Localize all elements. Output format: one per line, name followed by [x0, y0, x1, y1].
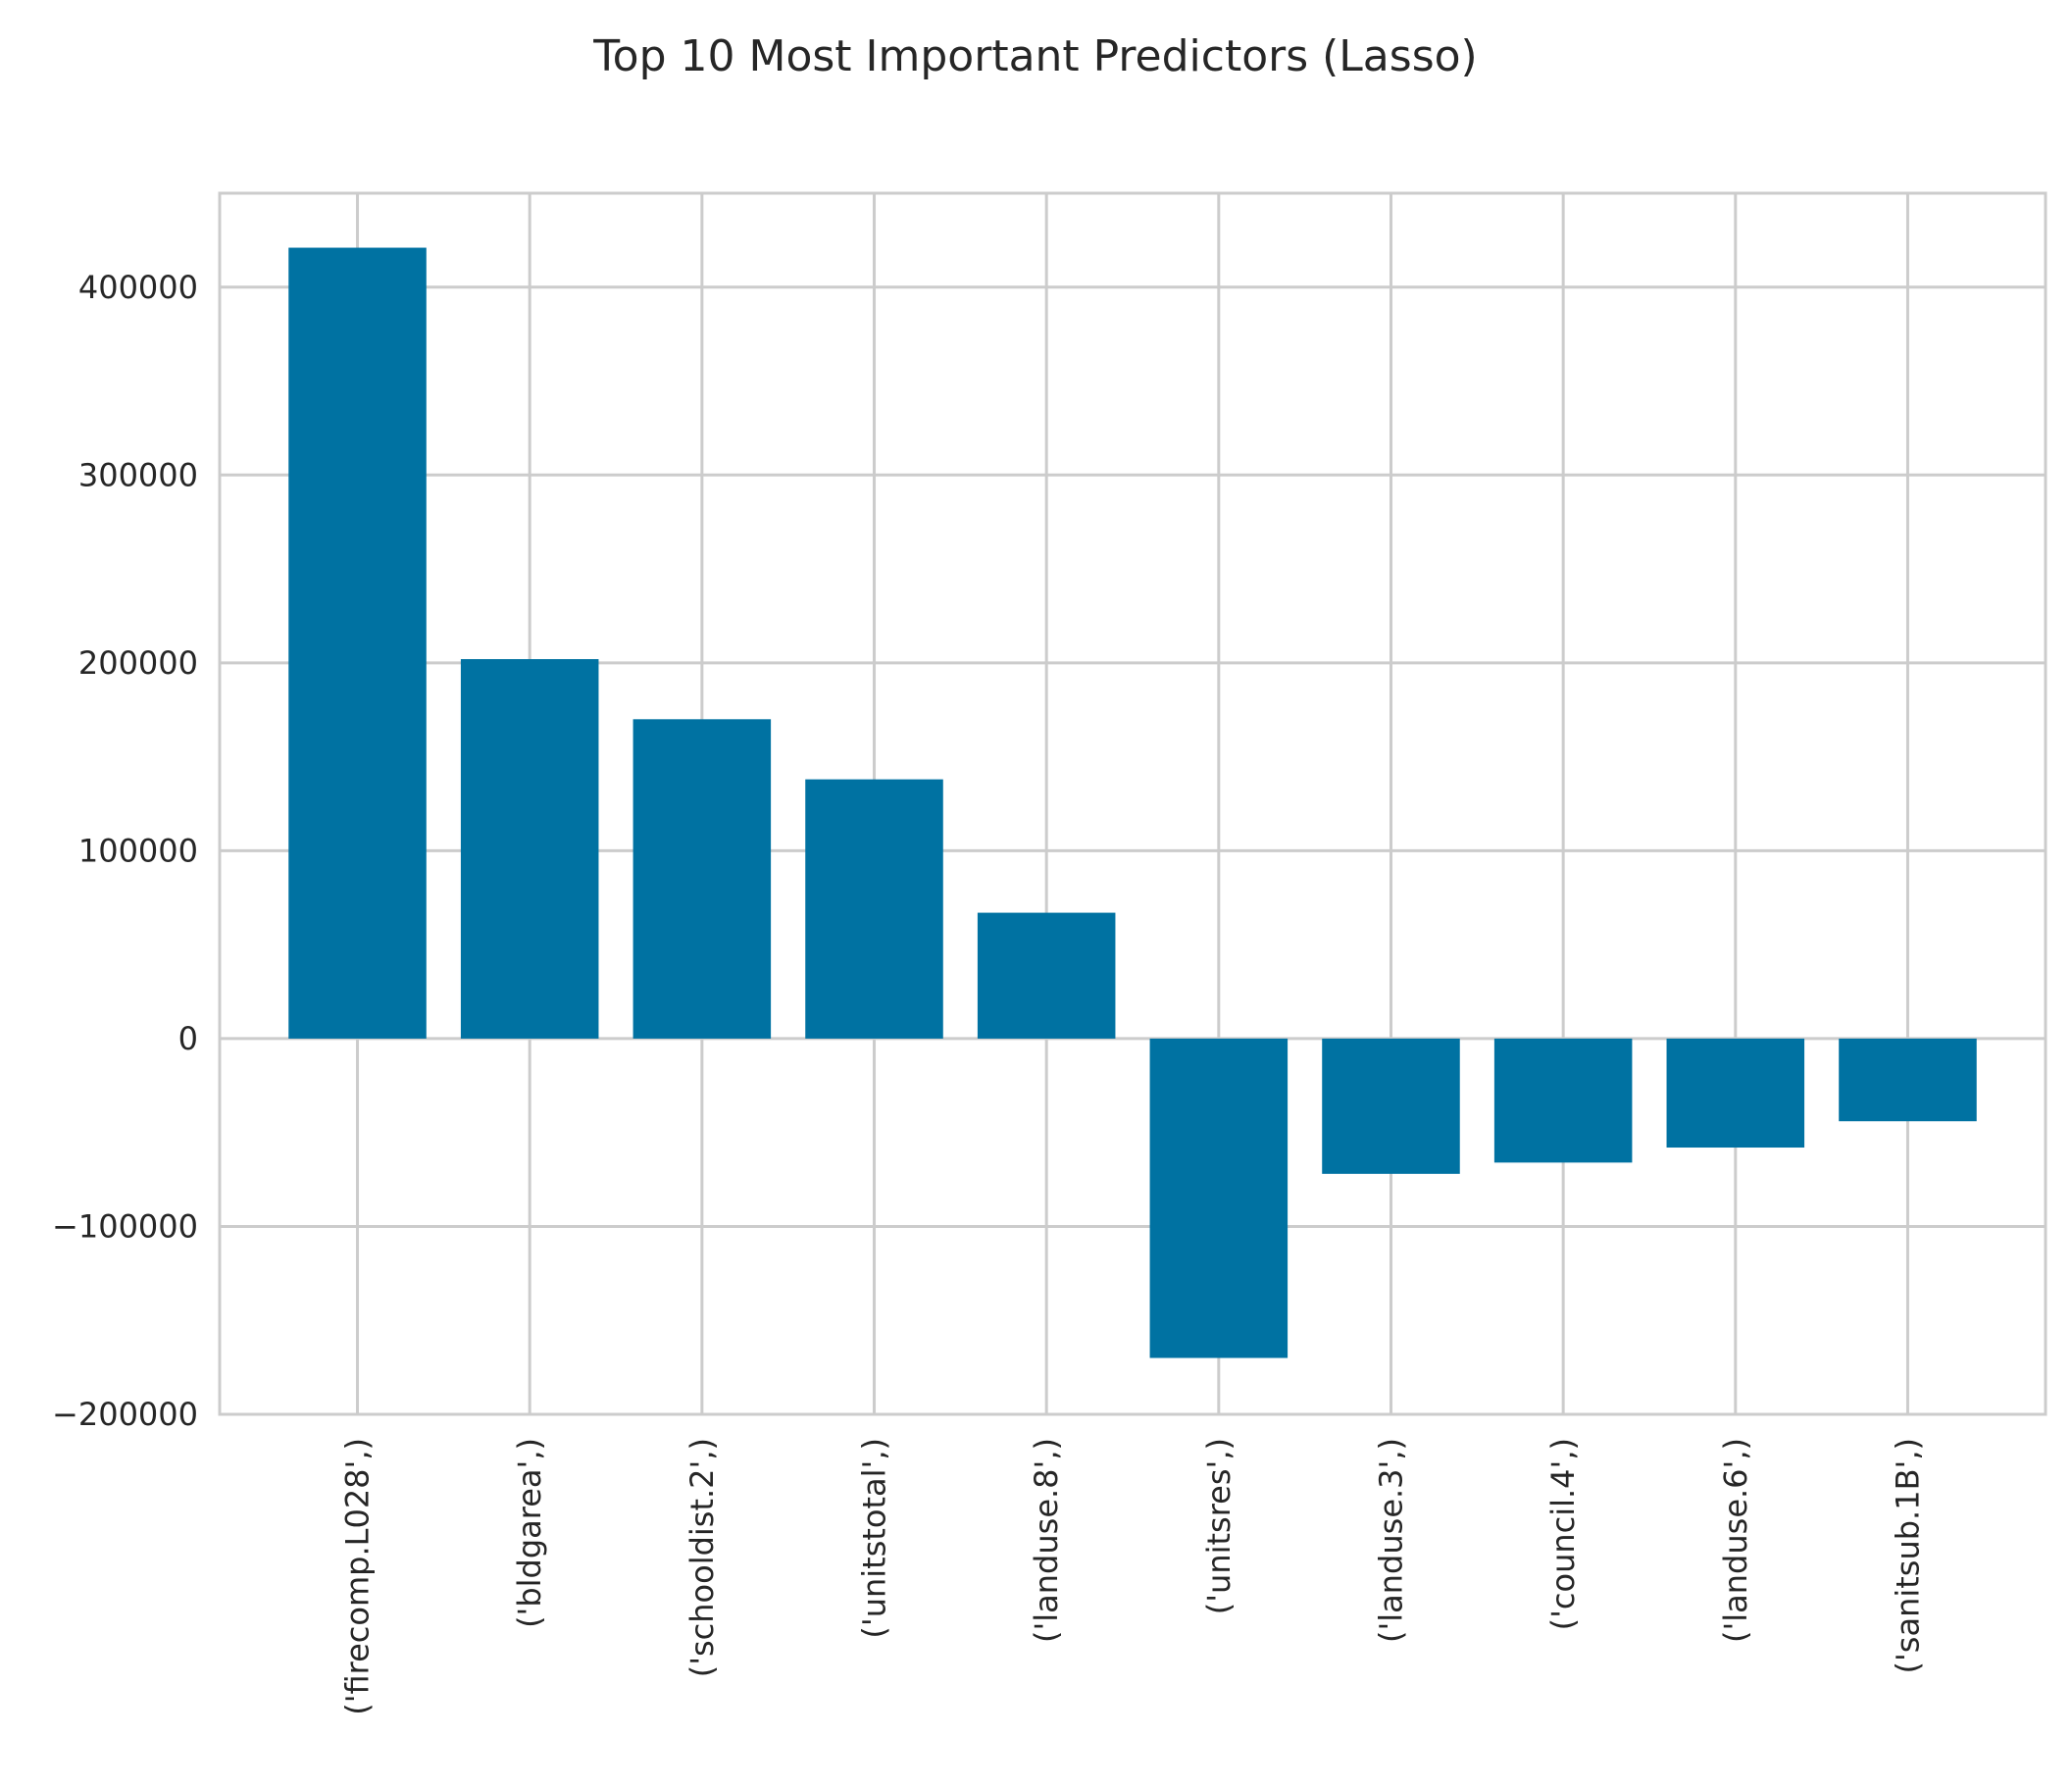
axes-frame — [218, 191, 2047, 1416]
x-tick-label: ('landuse.3',) — [1372, 1438, 1409, 1643]
x-tick-label: ('schooldist.2',) — [683, 1438, 721, 1677]
bar — [1666, 1038, 1805, 1149]
bar — [1839, 1038, 1977, 1122]
x-tick-label: ('bldgarea',) — [511, 1438, 548, 1628]
bar — [288, 247, 427, 1039]
x-tick-label: ('sanitsub.1B',) — [1889, 1438, 1926, 1673]
bar — [805, 779, 943, 1039]
y-tick-label: 400000 — [78, 269, 198, 306]
plot-frame — [218, 191, 2047, 1416]
bar — [1149, 1038, 1289, 1358]
y-tick-label: 0 — [178, 1020, 198, 1057]
x-tick-label: ('unitsres',) — [1200, 1438, 1238, 1614]
bar — [1322, 1038, 1460, 1174]
bars-layer — [288, 247, 1977, 1358]
bar — [460, 659, 599, 1039]
bar — [632, 719, 772, 1039]
x-tick-label: ('firecomp.L028',) — [339, 1438, 377, 1715]
y-tick-label: 100000 — [78, 832, 198, 869]
y-tick-label: −100000 — [52, 1207, 198, 1245]
y-axis-ticks: −200000 −100000 0 100000 200000 300000 400000 — [52, 269, 198, 1433]
y-tick-label: 200000 — [78, 644, 198, 682]
bar — [977, 912, 1116, 1039]
x-axis-ticks: ('firecomp.L028',) ('bldgarea',) ('schoold… — [339, 1438, 1927, 1715]
x-tick-label: ('unitstotal',) — [856, 1438, 893, 1639]
y-tick-label: 300000 — [78, 456, 198, 493]
x-tick-label: ('landuse.6',) — [1717, 1438, 1754, 1643]
y-tick-label: −200000 — [52, 1396, 198, 1433]
bar — [1493, 1038, 1633, 1163]
chart-title: Top 10 Most Important Predictors (Lasso) — [592, 31, 1477, 81]
x-tick-label: ('council.4',) — [1544, 1438, 1582, 1630]
x-tick-label: ('landuse.8',) — [1028, 1438, 1065, 1643]
grid-layer — [220, 193, 2046, 1414]
